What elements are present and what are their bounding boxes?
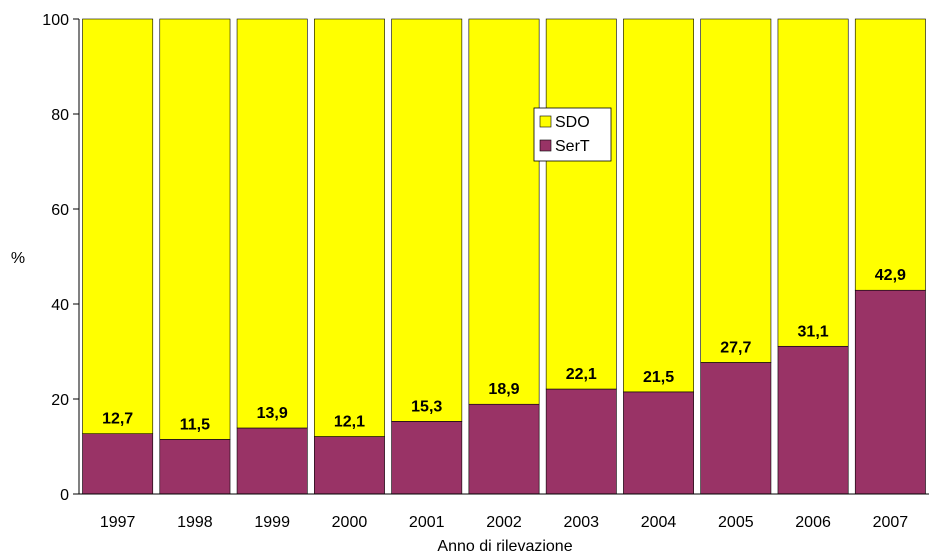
legend-label-sert: SerT <box>555 138 590 155</box>
bar-sert-2002 <box>468 403 540 495</box>
bars-group <box>82 18 926 495</box>
data-label-2000: 12,1 <box>334 414 365 431</box>
y-tick-label-100: 100 <box>42 12 69 29</box>
x-tick-label-1997: 1997 <box>100 514 136 531</box>
x-tick-label-2000: 2000 <box>332 514 368 531</box>
legend-swatch-sert <box>539 139 552 152</box>
bar-sert-1998 <box>159 439 231 495</box>
x-tick-label-2004: 2004 <box>641 514 677 531</box>
data-label-1999: 13,9 <box>257 405 288 422</box>
x-tick-label-2005: 2005 <box>718 514 754 531</box>
data-label-1997: 12,7 <box>102 411 133 428</box>
data-label-2001: 15,3 <box>411 398 442 415</box>
bar-sert-2000 <box>314 436 385 495</box>
x-tick-label-1998: 1998 <box>177 514 213 531</box>
bar-sdo-1998 <box>159 18 231 440</box>
y-tick-label-20: 20 <box>51 392 69 409</box>
y-tick-label-0: 0 <box>60 487 69 504</box>
x-tick-label-2007: 2007 <box>873 514 909 531</box>
bar-sert-1997 <box>82 433 154 495</box>
bar-sert-2001 <box>391 421 463 495</box>
bar-sdo-2003 <box>545 18 617 390</box>
bar-sdo-2006 <box>777 18 849 347</box>
y-axis-title: % <box>11 250 25 267</box>
x-tick-label-2002: 2002 <box>486 514 522 531</box>
y-tick-label-80: 80 <box>51 107 69 124</box>
data-labels-group: 12,7 11,5 13,9 12,1 15,3 18,9 22,1 21,5 27,7 31,1… <box>102 267 906 433</box>
bar-sert-2005 <box>700 362 772 495</box>
x-axis-title: Anno di rilevazione <box>437 538 572 555</box>
bar-sert-1999 <box>236 427 308 495</box>
x-tick-label-2001: 2001 <box>409 514 445 531</box>
data-label-2005: 27,7 <box>720 339 751 356</box>
legend-label-sdo: SDO <box>555 114 590 131</box>
bar-sdo-2005 <box>700 18 772 363</box>
x-tick-label-1999: 1999 <box>254 514 290 531</box>
y-axis: 0 20 40 60 80 100 <box>42 12 80 504</box>
legend: SDO SerT <box>533 107 612 162</box>
bar-sdo-2002 <box>468 18 540 405</box>
data-label-1998: 11,5 <box>180 416 210 433</box>
data-label-2002: 18,9 <box>488 381 519 398</box>
x-tick-label-2006: 2006 <box>795 514 831 531</box>
x-axis: 1997 1998 1999 2000 2001 2002 2003 2004 2005 2006… <box>79 493 929 531</box>
bar-sert-2007 <box>854 289 926 495</box>
data-label-2004: 21,5 <box>643 369 674 386</box>
bar-sert-2004 <box>623 391 694 495</box>
data-label-2006: 31,1 <box>798 323 829 340</box>
bar-sdo-2004 <box>623 18 694 393</box>
y-tick-label-60: 60 <box>51 202 69 219</box>
bar-sdo-1999 <box>236 18 308 429</box>
legend-swatch-sdo <box>539 115 552 128</box>
data-label-2003: 22,1 <box>566 366 597 383</box>
bar-sdo-2000 <box>314 18 385 437</box>
bar-sert-2006 <box>777 345 849 495</box>
bar-sdo-1997 <box>82 18 154 434</box>
bar-sert-2003 <box>545 388 617 495</box>
data-label-2007: 42,9 <box>875 267 906 284</box>
bar-sdo-2007 <box>854 18 926 291</box>
bar-sdo-2001 <box>391 18 463 422</box>
y-tick-label-40: 40 <box>51 297 69 314</box>
x-tick-label-2003: 2003 <box>563 514 599 531</box>
